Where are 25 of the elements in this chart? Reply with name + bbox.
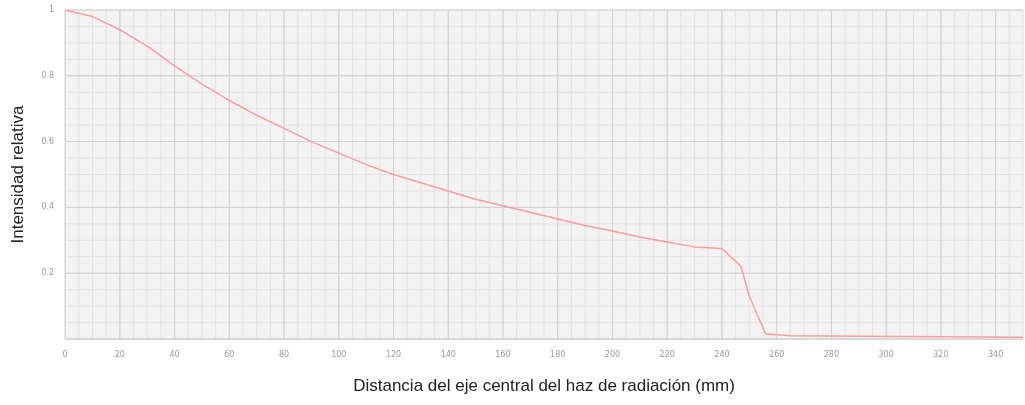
x-tick-label: 80 xyxy=(278,349,290,359)
y-tick-label: 0.4 xyxy=(41,202,55,212)
y-tick-label: 0.8 xyxy=(41,70,55,80)
x-tick-label: 200 xyxy=(604,349,621,359)
x-tick-label: 160 xyxy=(495,349,511,359)
x-tick-label: 100 xyxy=(331,349,347,359)
x-tick-label: 300 xyxy=(878,349,894,359)
x-tick-label: 320 xyxy=(933,349,949,359)
x-tick-label: 280 xyxy=(823,349,840,359)
y-tick-label: 0.2 xyxy=(41,268,55,278)
x-tick-label: 40 xyxy=(169,349,180,359)
x-tick-label: 120 xyxy=(385,349,402,359)
x-tick-label: 20 xyxy=(114,349,125,359)
y-axis-title: Intensidad relativa xyxy=(7,104,27,244)
x-tick-label: 240 xyxy=(714,349,730,359)
y-tick-label: 0.6 xyxy=(41,136,55,146)
x-axis-title: Distancia del eje central del haz de radiación (mm) xyxy=(353,376,735,396)
x-tick-label: 260 xyxy=(769,349,785,359)
x-tick-label: 220 xyxy=(659,349,675,359)
x-tick-label: 60 xyxy=(224,349,235,359)
y-tick-label: 1 xyxy=(49,5,55,15)
x-tick-label: 340 xyxy=(987,349,1004,359)
x-tick-label: 0 xyxy=(62,349,68,359)
x-tick-label: 140 xyxy=(440,349,456,359)
x-tick-label: 180 xyxy=(550,349,566,359)
